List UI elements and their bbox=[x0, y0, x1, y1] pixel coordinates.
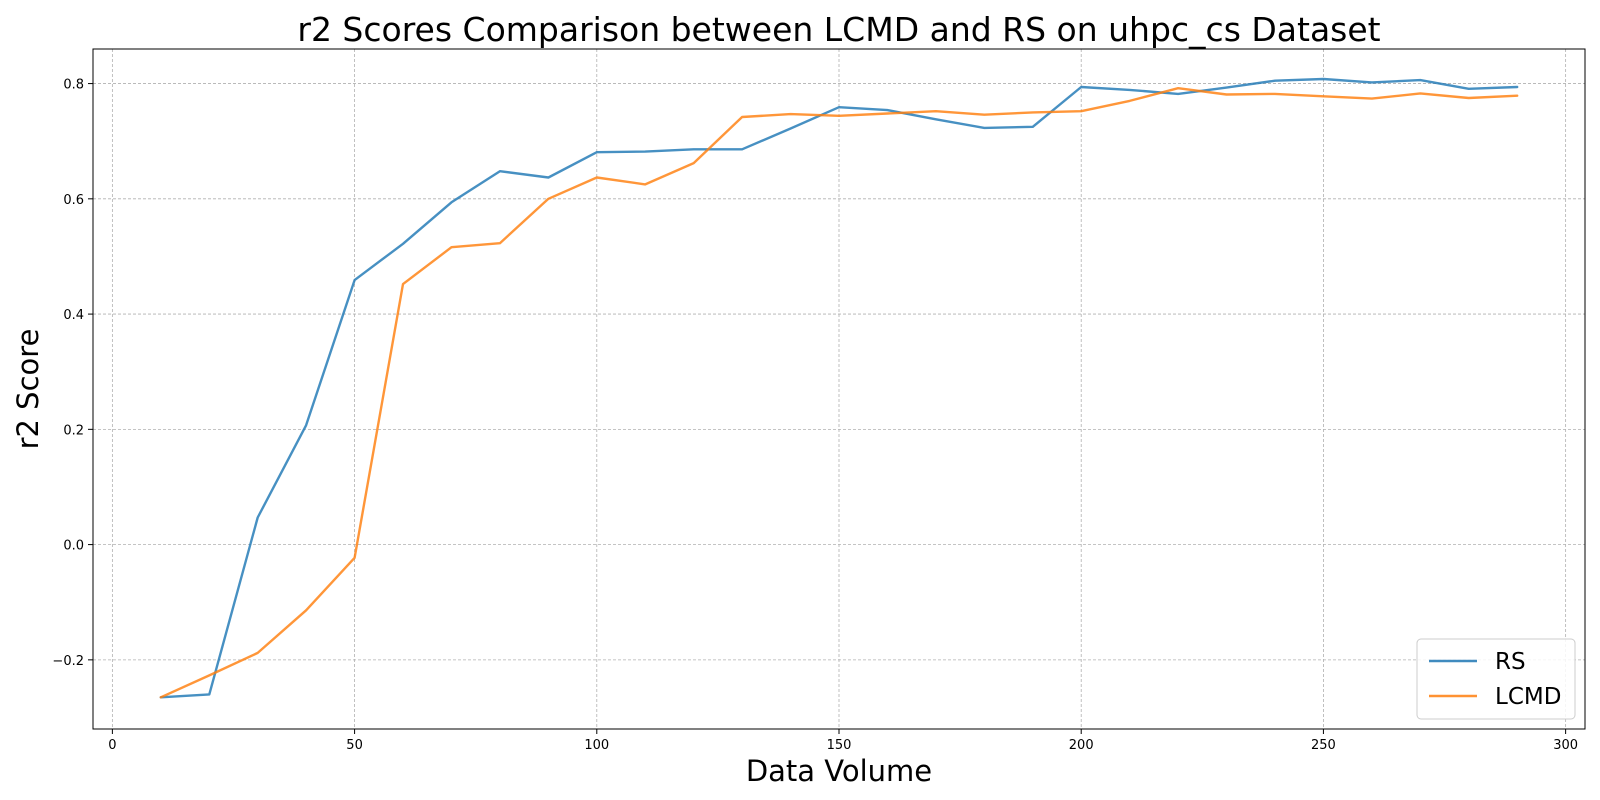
legend-label-rs: RS bbox=[1495, 649, 1526, 675]
axis-ticks: 0 50 100 150 200 250 300 −0.2 0.0 0.2 0.4 0.6 0.8 bbox=[52, 78, 1578, 753]
y-axis-label: r2 Score bbox=[11, 329, 45, 450]
y-tick-label: 0.4 bbox=[63, 308, 84, 323]
legend-box bbox=[1416, 638, 1576, 720]
x-tick-label: 250 bbox=[1311, 738, 1336, 753]
x-tick-label: 300 bbox=[1553, 738, 1578, 753]
series-line-lcmd bbox=[159, 86, 1519, 699]
legend: RS LCMD bbox=[1416, 638, 1576, 720]
x-tick-label: 100 bbox=[584, 738, 609, 753]
grid bbox=[93, 49, 1585, 729]
series-line-rs bbox=[159, 77, 1519, 699]
y-tick-label: −0.2 bbox=[52, 654, 84, 669]
x-tick-label: 0 bbox=[108, 738, 116, 753]
y-tick-label: 0.6 bbox=[63, 193, 84, 208]
x-axis-label: Data Volume bbox=[746, 754, 932, 788]
series-lines bbox=[159, 77, 1519, 699]
x-tick-label: 150 bbox=[827, 738, 852, 753]
legend-label-lcmd: LCMD bbox=[1495, 684, 1561, 710]
y-tick-label: 0.8 bbox=[63, 78, 84, 93]
y-tick-label: 0.2 bbox=[63, 423, 84, 438]
y-tick-label: 0.0 bbox=[63, 539, 84, 554]
x-tick-label: 50 bbox=[346, 738, 363, 753]
x-tick-label: 200 bbox=[1069, 738, 1094, 753]
chart-title: r2 Scores Comparison between LCMD and RS… bbox=[297, 10, 1380, 49]
